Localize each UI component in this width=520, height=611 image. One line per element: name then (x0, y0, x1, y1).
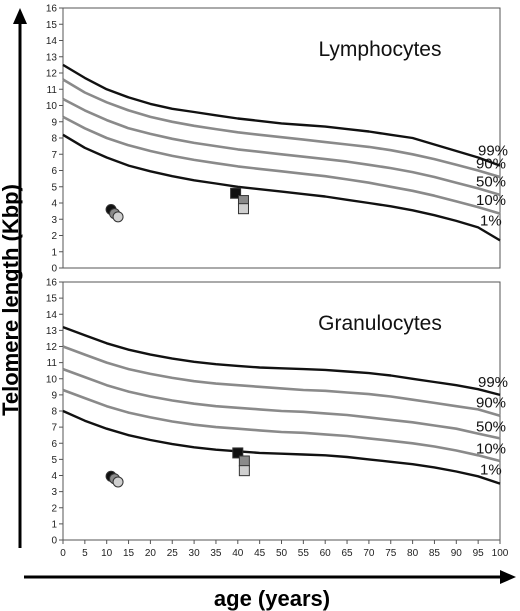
percentile-line-99pct (62, 63, 501, 167)
x-tick-label: 85 (429, 548, 441, 559)
x-tick-label: 70 (363, 548, 375, 559)
percentile-line-1pct (62, 133, 501, 242)
percentile-label-1pct: 1% (480, 461, 502, 478)
x-tick-label: 15 (123, 548, 135, 559)
percentile-label-1pct: 1% (480, 212, 502, 229)
y-tick-label: 11 (47, 85, 58, 96)
x-tick-label: 95 (473, 548, 485, 559)
x-tick-label: 40 (232, 548, 244, 559)
y-tick-label: 12 (46, 69, 58, 80)
x-tick-label: 90 (451, 548, 463, 559)
percentile-label-50pct: 50% (476, 419, 506, 436)
y-tick-label: 16 (46, 278, 58, 289)
x-tick-label: 75 (385, 548, 397, 559)
granulocytes-panel: 012345678910111213141516Granulocytes99%9… (46, 278, 508, 547)
y-tick-label: 7 (51, 423, 57, 434)
percentile-label-90pct: 90% (476, 394, 506, 411)
x-tick-label: 20 (145, 548, 157, 559)
y-tick-label: 5 (51, 182, 57, 193)
y-tick-label: 0 (51, 264, 57, 275)
y-tick-label: 1 (51, 247, 57, 258)
patient-square-marker (237, 203, 249, 215)
patient-circle-marker (112, 476, 124, 488)
x-tick-label: 45 (254, 548, 266, 559)
x-tick-label: 10 (101, 548, 113, 559)
y-tick-label: 9 (51, 390, 57, 401)
percentile-line-10pct (62, 388, 501, 463)
panel-title: Lymphocytes (319, 38, 442, 61)
percentile-label-99pct: 99% (478, 143, 508, 160)
y-tick-label: 5 (51, 455, 57, 466)
percentile-line-50pct (62, 97, 501, 197)
lymphocytes-panel: 012345678910111213141516Lymphocytes99%90… (46, 4, 508, 275)
y-tick-label: 10 (46, 101, 58, 112)
x-tick-label: 30 (189, 548, 201, 559)
x-tick-label: 65 (341, 548, 353, 559)
patient-circle-marker (112, 211, 124, 223)
y-tick-label: 13 (46, 326, 58, 337)
percentile-line-99pct (62, 325, 501, 397)
percentile-label-50pct: 50% (476, 173, 506, 190)
panel-title: Granulocytes (318, 312, 442, 335)
x-tick-label: 100 (492, 548, 509, 559)
y-tick-label: 14 (46, 310, 58, 321)
y-tick-label: 8 (51, 134, 57, 145)
y-tick-label: 9 (51, 117, 57, 128)
x-tick-label: 60 (320, 548, 332, 559)
x-tick-label: 55 (298, 548, 310, 559)
y-tick-label: 14 (46, 36, 58, 47)
patient-square-marker (232, 447, 244, 459)
y-tick-label: 11 (47, 358, 58, 369)
y-tick-label: 2 (51, 503, 57, 514)
percentile-line-90pct (62, 345, 501, 418)
percentile-label-90pct: 90% (476, 156, 506, 173)
y-tick-label: 6 (51, 439, 57, 450)
patient-square-marker (238, 455, 250, 467)
x-axis-arrow (24, 570, 516, 584)
x-axis-label: age (years) (214, 586, 330, 611)
percentile-label-99pct: 99% (478, 374, 508, 391)
patient-square-marker (230, 187, 242, 199)
y-tick-label: 1 (51, 519, 57, 530)
patient-square-marker (238, 465, 250, 477)
x-tick-label: 35 (210, 548, 222, 559)
x-tick-label: 80 (407, 548, 419, 559)
y-tick-label: 6 (51, 166, 57, 177)
y-tick-label: 10 (46, 374, 58, 385)
y-tick-label: 4 (51, 471, 57, 482)
y-tick-label: 8 (51, 407, 57, 418)
x-tick-label: 5 (82, 548, 88, 559)
y-tick-label: 3 (51, 487, 57, 498)
y-tick-label: 2 (51, 231, 57, 242)
y-tick-label: 0 (51, 536, 57, 547)
y-tick-label: 7 (51, 150, 57, 161)
x-tick-label: 0 (60, 548, 66, 559)
y-axis-label: Telomere length (Kbp) (0, 184, 23, 416)
percentile-label-10pct: 10% (476, 192, 506, 209)
x-tick-label: 50 (276, 548, 288, 559)
y-tick-label: 13 (46, 52, 58, 63)
percentile-line-10pct (62, 115, 501, 215)
x-tick-label: 25 (167, 548, 179, 559)
percentile-label-10pct: 10% (476, 440, 506, 457)
y-tick-label: 3 (51, 215, 57, 226)
y-tick-label: 4 (51, 199, 57, 210)
y-tick-label: 15 (46, 294, 58, 305)
percentile-line-90pct (62, 78, 501, 179)
y-tick-label: 12 (46, 342, 58, 353)
y-tick-label: 16 (46, 4, 58, 15)
percentile-line-1pct (62, 409, 501, 485)
percentile-line-50pct (62, 367, 501, 440)
x-axis-ticks: 0 5 10 15 20 25 30 35 40 45 50 55 60 65 70 75 80 85 90 95 10… (60, 540, 509, 559)
y-tick-label: 15 (46, 20, 58, 31)
y-axis-arrow (13, 8, 27, 548)
